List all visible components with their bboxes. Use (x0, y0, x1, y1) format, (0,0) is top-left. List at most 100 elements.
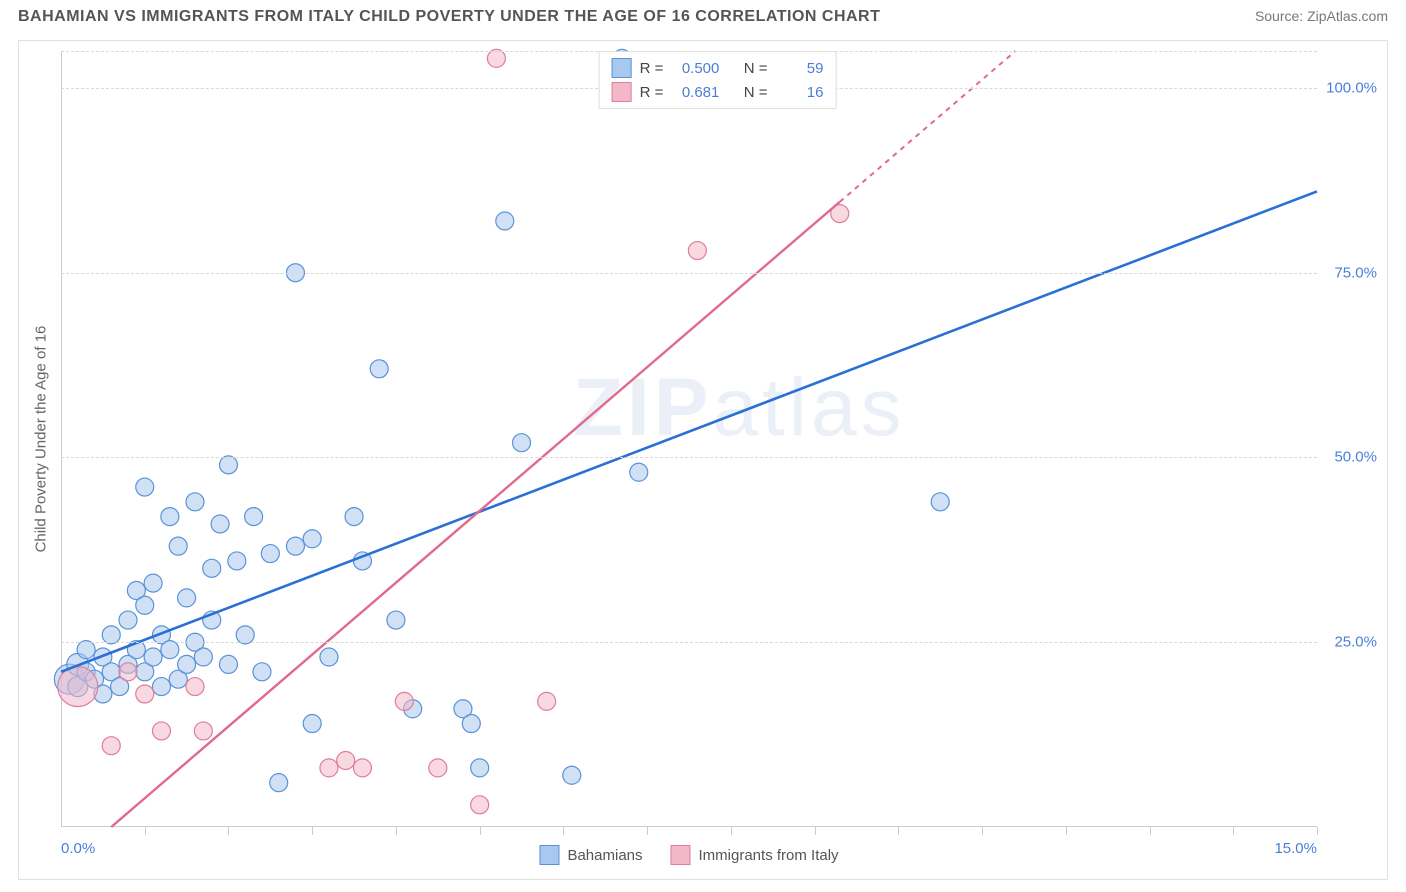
legend-item-0: Bahamians (539, 845, 642, 865)
r-value-0: 0.500 (671, 60, 719, 77)
swatch-series-1-b (671, 845, 691, 865)
page-title: BAHAMIAN VS IMMIGRANTS FROM ITALY CHILD … (18, 8, 880, 26)
scatter-point (136, 596, 154, 614)
scatter-point (487, 49, 505, 67)
scatter-point (178, 655, 196, 673)
scatter-point (303, 530, 321, 548)
n-value-1: 16 (775, 84, 823, 101)
y-axis-label: Child Poverty Under the Age of 16 (33, 326, 50, 553)
scatter-point (462, 715, 480, 733)
scatter-point (538, 692, 556, 710)
gridline-h (61, 457, 1317, 458)
scatter-point (471, 796, 489, 814)
scatter-point (337, 751, 355, 769)
x-tick (1150, 827, 1151, 835)
scatter-point (136, 685, 154, 703)
scatter-point (353, 759, 371, 777)
swatch-series-0-b (539, 845, 559, 865)
scatter-point (119, 663, 137, 681)
scatter-point (563, 766, 581, 784)
scatter-point (395, 692, 413, 710)
scatter-point (178, 589, 196, 607)
x-tick (1317, 827, 1318, 835)
n-value-0: 59 (775, 60, 823, 77)
y-tick-label: 100.0% (1326, 79, 1377, 96)
x-tick (647, 827, 648, 835)
n-label: N = (744, 60, 768, 77)
gridline-h (61, 273, 1317, 274)
legend-stats-row-0: R = 0.500 N = 59 (612, 56, 824, 80)
legend-series: Bahamians Immigrants from Italy (539, 845, 838, 865)
legend-item-1: Immigrants from Italy (671, 845, 839, 865)
scatter-point (630, 463, 648, 481)
scatter-point (496, 212, 514, 230)
scatter-point (58, 667, 98, 707)
scatter-point (194, 722, 212, 740)
scatter-point (688, 242, 706, 260)
swatch-series-0 (612, 58, 632, 78)
trend-line (61, 191, 1317, 671)
x-tick (145, 827, 146, 835)
scatter-point (102, 626, 120, 644)
legend-stats: R = 0.500 N = 59 R = 0.681 N = 16 (599, 51, 837, 109)
y-tick-label: 50.0% (1334, 449, 1377, 466)
x-tick (1233, 827, 1234, 835)
scatter-point (320, 759, 338, 777)
scatter-point (102, 737, 120, 755)
scatter-point (370, 360, 388, 378)
y-tick-label: 75.0% (1334, 264, 1377, 281)
scatter-point (144, 574, 162, 592)
r-label: R = (640, 84, 664, 101)
gridline-h (61, 642, 1317, 643)
scatter-point (345, 508, 363, 526)
scatter-point (186, 493, 204, 511)
scatter-point (219, 456, 237, 474)
legend-stats-row-1: R = 0.681 N = 16 (612, 80, 824, 104)
x-tick (898, 827, 899, 835)
scatter-point (303, 715, 321, 733)
scatter-point (77, 641, 95, 659)
x-tick (731, 827, 732, 835)
scatter-point (228, 552, 246, 570)
scatter-point (931, 493, 949, 511)
scatter-point (219, 655, 237, 673)
legend-label-1: Immigrants from Italy (699, 847, 839, 864)
chart-container: Child Poverty Under the Age of 16 ZIPatl… (18, 40, 1388, 880)
scatter-point (152, 678, 170, 696)
scatter-point (236, 626, 254, 644)
scatter-point (152, 722, 170, 740)
scatter-point (144, 648, 162, 666)
x-tick-label: 15.0% (1274, 840, 1317, 857)
swatch-series-1 (612, 82, 632, 102)
scatter-point (261, 545, 279, 563)
scatter-point (429, 759, 447, 777)
legend-label-0: Bahamians (567, 847, 642, 864)
scatter-point (161, 508, 179, 526)
scatter-point (471, 759, 489, 777)
x-tick (1066, 827, 1067, 835)
x-tick (228, 827, 229, 835)
scatter-point (286, 537, 304, 555)
scatter-point (119, 611, 137, 629)
x-tick (815, 827, 816, 835)
scatter-point (320, 648, 338, 666)
scatter-point (211, 515, 229, 533)
plot-area: Child Poverty Under the Age of 16 ZIPatl… (61, 51, 1317, 827)
n-label: N = (744, 84, 768, 101)
scatter-point (387, 611, 405, 629)
scatter-point (513, 434, 531, 452)
source-attribution: Source: ZipAtlas.com (1255, 8, 1388, 24)
y-tick-label: 25.0% (1334, 634, 1377, 651)
scatter-point (203, 559, 221, 577)
scatter-point (186, 678, 204, 696)
scatter-point (253, 663, 271, 681)
scatter-point (194, 648, 212, 666)
scatter-point (136, 478, 154, 496)
scatter-point (169, 537, 187, 555)
x-tick (563, 827, 564, 835)
r-label: R = (640, 60, 664, 77)
scatter-point (270, 774, 288, 792)
x-tick (480, 827, 481, 835)
x-tick (396, 827, 397, 835)
x-tick (312, 827, 313, 835)
